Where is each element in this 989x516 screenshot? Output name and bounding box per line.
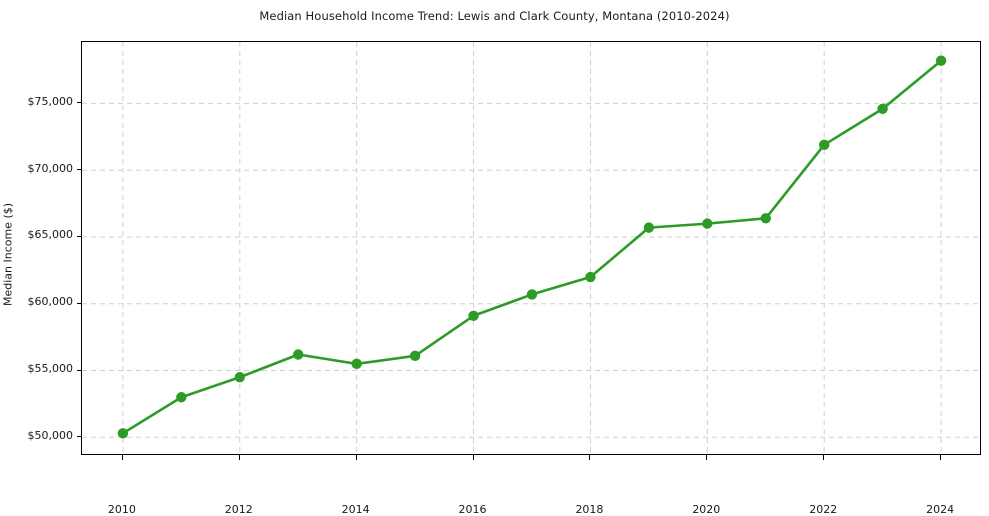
x-tick-mark — [355, 455, 357, 460]
y-tick-label: $60,000 — [27, 295, 74, 309]
y-tick-mark — [76, 369, 81, 371]
x-tick-mark — [589, 455, 591, 460]
x-tick-label: 2012 — [224, 503, 253, 516]
x-tick-label: 2014 — [341, 503, 370, 516]
y-tick-label: $75,000 — [27, 94, 74, 108]
data-point — [877, 103, 888, 114]
y-tick-mark — [76, 102, 81, 104]
y-tick-label: $50,000 — [27, 428, 74, 442]
y-tick-label: $65,000 — [27, 228, 74, 242]
y-tick-label: $70,000 — [27, 161, 74, 175]
vertical-gridlines — [122, 42, 942, 456]
y-tick-label: $55,000 — [27, 362, 74, 376]
data-point — [351, 358, 362, 370]
income-data-markers — [117, 55, 947, 439]
x-tick-label: 2016 — [458, 503, 487, 516]
horizontal-gridlines — [82, 102, 982, 438]
plot-svg — [82, 42, 982, 456]
data-point — [409, 350, 421, 362]
x-tick-label: 2018 — [575, 503, 604, 516]
data-point — [819, 139, 830, 151]
x-tick-label: 2022 — [809, 503, 838, 516]
y-tick-mark — [76, 436, 81, 438]
x-tick-mark — [238, 455, 240, 460]
y-tick-mark — [76, 302, 81, 304]
data-point — [526, 289, 538, 300]
data-point — [585, 271, 596, 283]
x-tick-mark — [940, 455, 942, 460]
data-point — [760, 213, 771, 224]
x-tick-mark — [823, 455, 825, 460]
x-axis-ticks: 2010 2012 2014 2016 2018 2020 2022 2024 — [81, 41, 981, 516]
chart-title: Median Household Income Trend: Lewis and… — [259, 9, 730, 23]
y-tick-mark — [76, 235, 81, 237]
data-point — [176, 392, 187, 403]
data-point — [293, 349, 304, 360]
data-point — [117, 428, 129, 439]
data-point — [468, 310, 479, 321]
x-tick-label: 2020 — [692, 503, 721, 516]
x-tick-label: 2010 — [107, 503, 136, 516]
x-tick-label: 2024 — [926, 503, 955, 516]
data-point — [702, 218, 713, 229]
data-point — [643, 222, 655, 233]
data-point — [935, 55, 947, 66]
y-tick-mark — [76, 169, 81, 171]
plot-area — [81, 41, 982, 456]
chart-figure: Median Household Income Trend: Lewis and… — [1, 9, 982, 516]
data-point — [234, 372, 245, 383]
x-tick-mark — [472, 455, 474, 460]
x-tick-mark — [121, 455, 123, 460]
x-tick-mark — [706, 455, 708, 460]
